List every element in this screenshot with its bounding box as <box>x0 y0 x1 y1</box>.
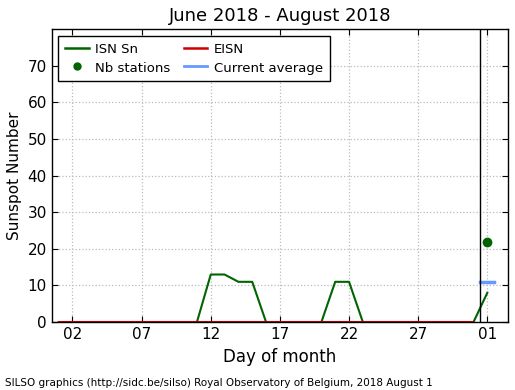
Legend: ISN Sn, Nb stations, EISN, Current average: ISN Sn, Nb stations, EISN, Current avera… <box>58 36 330 81</box>
Y-axis label: Sunspot Number: Sunspot Number <box>7 112 22 240</box>
Title: June 2018 - August 2018: June 2018 - August 2018 <box>168 7 391 25</box>
Text: SILSO graphics (http://sidc.be/silso) Royal Observatory of Belgium, 2018 August : SILSO graphics (http://sidc.be/silso) Ro… <box>5 378 433 388</box>
X-axis label: Day of month: Day of month <box>224 347 336 365</box>
